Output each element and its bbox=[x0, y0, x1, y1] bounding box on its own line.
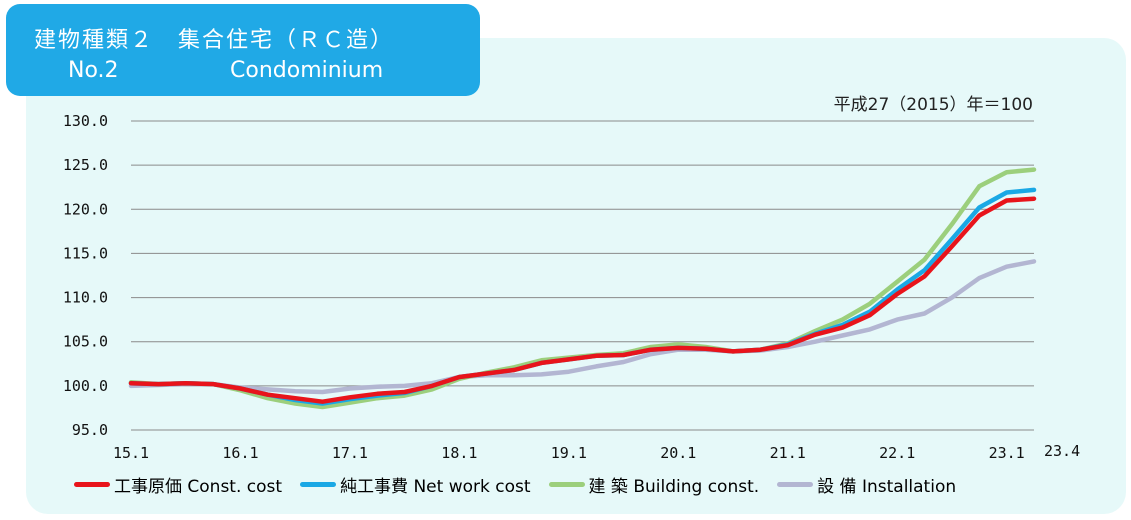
series-line-net-work-cost bbox=[128, 187, 1037, 406]
x-tick-label: 17.1 bbox=[332, 444, 368, 462]
y-tick-label: 105.0 bbox=[63, 333, 108, 351]
title-number: No.2 bbox=[68, 58, 119, 83]
legend-swatch-const-cost bbox=[74, 482, 110, 487]
x-tick-label: 15.1 bbox=[113, 444, 149, 462]
y-tick-label: 110.0 bbox=[63, 289, 108, 307]
legend-item-net-work-cost: 純工事費 Net work cost bbox=[300, 472, 531, 497]
y-tick-label: 130.0 bbox=[63, 112, 108, 130]
x-tick-label: 22.1 bbox=[879, 444, 915, 462]
legend: 工事原価 Const. cost 純工事費 Net work cost 建 築 … bbox=[74, 472, 974, 497]
x-tick-label: 21.1 bbox=[770, 444, 806, 462]
y-tick-label: 95.0 bbox=[72, 421, 108, 439]
y-tick-label: 115.0 bbox=[63, 244, 108, 262]
title-banner: 建物種類２ 集合住宅（ＲＣ造） No.2 Condominium bbox=[6, 4, 480, 96]
legend-swatch-installation bbox=[777, 482, 814, 487]
series-line-const-cost bbox=[128, 196, 1037, 404]
x-tick-label: 23.1 bbox=[989, 444, 1025, 462]
y-tick-label: 125.0 bbox=[63, 156, 108, 174]
legend-label-building-const: 建 築 Building const. bbox=[588, 477, 760, 497]
x-tick-label: 19.1 bbox=[551, 444, 587, 462]
legend-label-const-cost: 工事原価 Const. cost bbox=[114, 477, 283, 497]
legend-item-const-cost: 工事原価 Const. cost bbox=[74, 472, 282, 497]
legend-item-installation: 設 備 Installation bbox=[777, 472, 956, 497]
title-english: Condominium bbox=[230, 58, 384, 83]
x-tick-label: 18.1 bbox=[441, 444, 477, 462]
base-year-note: 平成27（2015）年＝100 bbox=[833, 95, 1033, 115]
legend-swatch-building-const bbox=[548, 482, 585, 487]
x-tick-label: 16.1 bbox=[222, 444, 258, 462]
x-tick-label: 23.4 bbox=[1044, 442, 1080, 460]
series-line-installation bbox=[128, 259, 1037, 395]
title-japanese: 建物種類２ 集合住宅（ＲＣ造） bbox=[34, 28, 395, 53]
chart-panel bbox=[26, 38, 1126, 514]
legend-item-building-const: 建 築 Building const. bbox=[548, 472, 760, 497]
y-tick-label: 100.0 bbox=[63, 377, 108, 395]
legend-label-net-work-cost: 純工事費 Net work cost bbox=[340, 477, 531, 497]
legend-label-installation: 設 備 Installation bbox=[817, 477, 957, 497]
legend-swatch-net-work-cost bbox=[300, 482, 337, 487]
y-tick-label: 120.0 bbox=[63, 200, 108, 218]
x-tick-label: 20.1 bbox=[660, 444, 696, 462]
